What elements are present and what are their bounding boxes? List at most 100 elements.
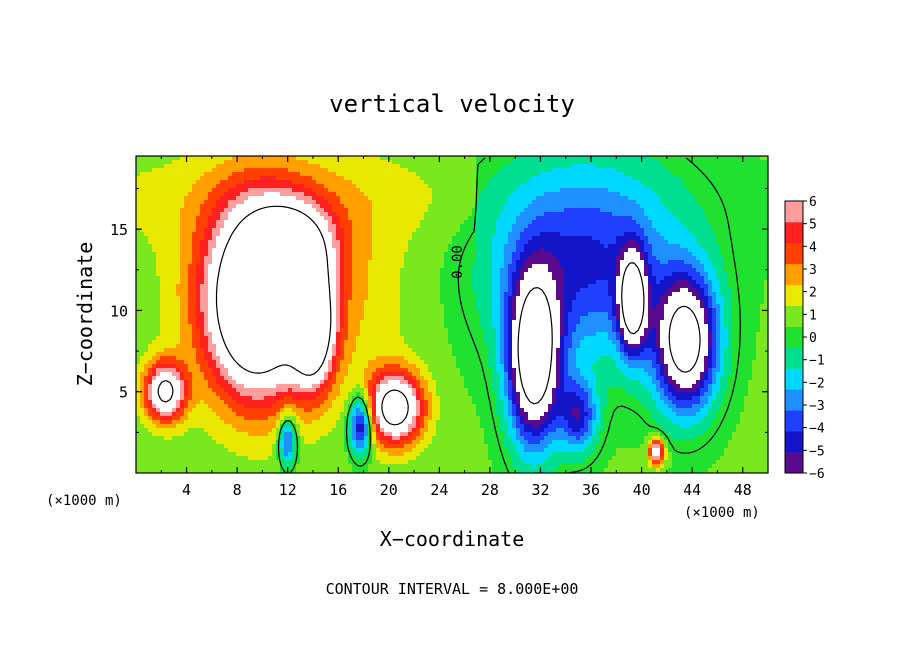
field-cell bbox=[496, 248, 501, 253]
field-cell bbox=[424, 164, 429, 169]
field-cell bbox=[660, 236, 665, 241]
field-cell bbox=[584, 168, 589, 173]
field-cell bbox=[520, 240, 525, 245]
field-cell bbox=[308, 224, 313, 229]
field-cell bbox=[240, 176, 245, 181]
field-cell bbox=[184, 272, 189, 277]
field-cell bbox=[272, 208, 277, 213]
field-cell bbox=[168, 220, 173, 225]
field-cell bbox=[672, 220, 677, 225]
field-cell bbox=[392, 204, 397, 209]
field-cell bbox=[732, 220, 737, 225]
field-cell bbox=[556, 212, 561, 217]
field-cell bbox=[152, 216, 157, 221]
field-cell bbox=[552, 264, 557, 269]
field-cell bbox=[748, 188, 753, 193]
field-cell bbox=[208, 244, 213, 249]
field-cell bbox=[184, 280, 189, 285]
field-cell bbox=[264, 204, 269, 209]
field-cell bbox=[556, 276, 561, 281]
field-cell bbox=[620, 196, 625, 201]
field-cell bbox=[300, 188, 305, 193]
field-cell bbox=[460, 176, 465, 181]
field-cell bbox=[684, 176, 689, 181]
field-cell bbox=[152, 224, 157, 229]
field-cell bbox=[596, 164, 601, 169]
field-cell bbox=[680, 200, 685, 205]
field-cell bbox=[448, 220, 453, 225]
field-cell bbox=[580, 268, 585, 273]
field-cell bbox=[236, 256, 241, 261]
field-cell bbox=[568, 156, 573, 161]
field-cell bbox=[468, 220, 473, 225]
field-cell bbox=[672, 232, 677, 237]
field-cell bbox=[304, 168, 309, 173]
field-cell bbox=[684, 224, 689, 229]
field-cell bbox=[204, 224, 209, 229]
field-cell bbox=[672, 244, 677, 249]
field-cell bbox=[692, 272, 697, 277]
field-cell bbox=[444, 204, 449, 209]
field-cell bbox=[388, 264, 393, 269]
field-cell bbox=[416, 228, 421, 233]
field-cell bbox=[532, 172, 537, 177]
field-cell bbox=[588, 196, 593, 201]
field-cell bbox=[504, 268, 509, 273]
field-cell bbox=[360, 184, 365, 189]
field-cell bbox=[500, 256, 505, 261]
field-cell bbox=[180, 272, 185, 277]
field-cell bbox=[252, 240, 257, 245]
field-cell bbox=[400, 248, 405, 253]
field-cell bbox=[424, 276, 429, 281]
field-cell bbox=[672, 268, 677, 273]
field-cell bbox=[328, 224, 333, 229]
field-cell bbox=[296, 180, 301, 185]
field-cell bbox=[648, 272, 653, 277]
field-cell bbox=[156, 260, 161, 265]
field-cell bbox=[216, 280, 221, 285]
field-cell bbox=[156, 184, 161, 189]
field-cell bbox=[196, 280, 201, 285]
field-cell bbox=[580, 172, 585, 177]
field-cell bbox=[764, 156, 768, 161]
field-cell bbox=[468, 268, 473, 273]
field-cell bbox=[528, 184, 533, 189]
field-cell bbox=[404, 256, 409, 261]
field-cell bbox=[328, 264, 333, 269]
field-cell bbox=[156, 224, 161, 229]
field-cell bbox=[596, 236, 601, 241]
field-cell bbox=[600, 192, 605, 197]
field-cell bbox=[492, 160, 497, 165]
field-cell bbox=[176, 260, 181, 265]
field-cell bbox=[164, 260, 169, 265]
field-cell bbox=[164, 272, 169, 277]
field-cell bbox=[656, 248, 661, 253]
field-cell bbox=[288, 164, 293, 169]
field-cell bbox=[284, 220, 289, 225]
field-cell bbox=[692, 188, 697, 193]
field-cell bbox=[572, 272, 577, 277]
field-cell bbox=[580, 184, 585, 189]
field-cell bbox=[680, 240, 685, 245]
field-cell bbox=[608, 180, 613, 185]
field-cell bbox=[564, 268, 569, 273]
field-cell bbox=[444, 172, 449, 177]
field-cell bbox=[476, 232, 481, 237]
field-cell bbox=[404, 268, 409, 273]
field-cell bbox=[324, 220, 329, 225]
field-cell bbox=[544, 248, 549, 253]
field-cell bbox=[560, 200, 565, 205]
field-cell bbox=[212, 268, 217, 273]
field-cell bbox=[180, 232, 185, 237]
field-cell bbox=[196, 256, 201, 261]
field-cell bbox=[492, 256, 497, 261]
field-cell bbox=[208, 248, 213, 253]
field-cell bbox=[612, 268, 617, 273]
field-cell bbox=[188, 188, 193, 193]
field-cell bbox=[336, 180, 341, 185]
field-cell bbox=[744, 268, 749, 273]
field-cell bbox=[340, 160, 345, 165]
field-cell bbox=[384, 196, 389, 201]
field-cell bbox=[200, 184, 205, 189]
field-cell bbox=[640, 192, 645, 197]
